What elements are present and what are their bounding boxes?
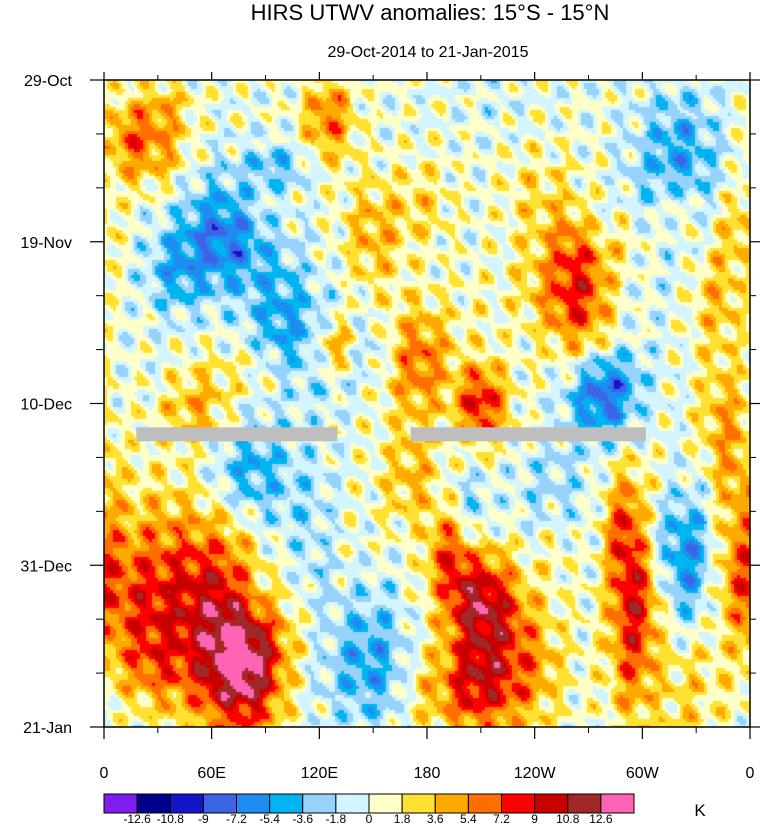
colorbar-swatch: [302, 793, 337, 814]
x-tick-label: 60W: [626, 765, 660, 782]
colorbar-swatch: [434, 793, 469, 814]
x-tick-label: 120W: [514, 765, 557, 782]
colorbar-swatch: [136, 793, 171, 814]
y-tick-label: 21-Jan: [23, 720, 72, 737]
colorbar-swatch: [401, 793, 436, 814]
colorbar-label: 12.6: [589, 812, 613, 826]
anomaly-field: [104, 80, 750, 727]
colorbar-label: 3.6: [427, 812, 444, 826]
colorbar-swatch: [103, 793, 138, 814]
colorbar-swatch: [534, 793, 569, 814]
colorbar-label: 0: [366, 812, 373, 826]
colorbar-label: -7.2: [226, 812, 247, 826]
colorbar-swatch: [202, 793, 237, 814]
colorbar-label: -1.8: [326, 812, 347, 826]
colorbar-label: -3.6: [292, 812, 313, 826]
x-tick-label: 180: [414, 765, 441, 782]
plot-area: [104, 80, 750, 727]
colorbar-label: -12.6: [123, 812, 151, 826]
colorbar-label: -5.4: [259, 812, 280, 826]
colorbar-label: 10.8: [556, 812, 580, 826]
x-tick-label: 0: [746, 765, 755, 782]
y-tick-label: 10-Dec: [20, 397, 72, 414]
missing-data-band: [410, 427, 646, 442]
colorbar-label: 1.8: [394, 812, 411, 826]
colorbar-swatch: [368, 793, 403, 814]
y-tick-label: 31-Dec: [20, 558, 72, 575]
colorbar-swatch: [236, 793, 271, 814]
missing-data-band: [136, 427, 338, 442]
colorbar: -12.6 -10.8 -9 -7.2 -5.4 -3.6 -1.8 0 1.8 3.6 5.4 7.…: [103, 793, 635, 826]
colorbar-swatch: [467, 793, 502, 814]
y-axis: 29-Oct 19-Nov 10-Dec 31-Dec 21-Jan: [20, 73, 760, 737]
y-tick-label: 29-Oct: [24, 73, 73, 90]
colorbar-swatch: [335, 793, 370, 814]
colorbar-swatch: [501, 793, 536, 814]
x-tick-label: 120E: [301, 765, 338, 782]
chart-title: HIRS UTWV anomalies: 15°S - 15°N: [251, 0, 610, 25]
colorbar-units: K: [694, 801, 706, 820]
colorbar-label: -10.8: [157, 812, 185, 826]
x-tick-label: 0: [100, 765, 109, 782]
colorbar-label: 9: [531, 812, 538, 826]
colorbar-swatch: [567, 793, 602, 814]
colorbar-label: 5.4: [460, 812, 477, 826]
y-tick-label: 19-Nov: [20, 235, 72, 252]
x-axis: 0 60E 120E 180 120W 60W 0: [100, 72, 755, 782]
x-tick-label: 60E: [197, 765, 225, 782]
colorbar-swatch: [269, 793, 304, 814]
colorbar-swatch: [169, 793, 204, 814]
colorbar-label: 7.2: [493, 812, 510, 826]
chart-subtitle: 29-Oct-2014 to 21-Jan-2015: [327, 44, 528, 61]
colorbar-label: -9: [198, 812, 209, 826]
missing-data-layer: [136, 427, 646, 442]
colorbar-swatch: [600, 793, 635, 814]
